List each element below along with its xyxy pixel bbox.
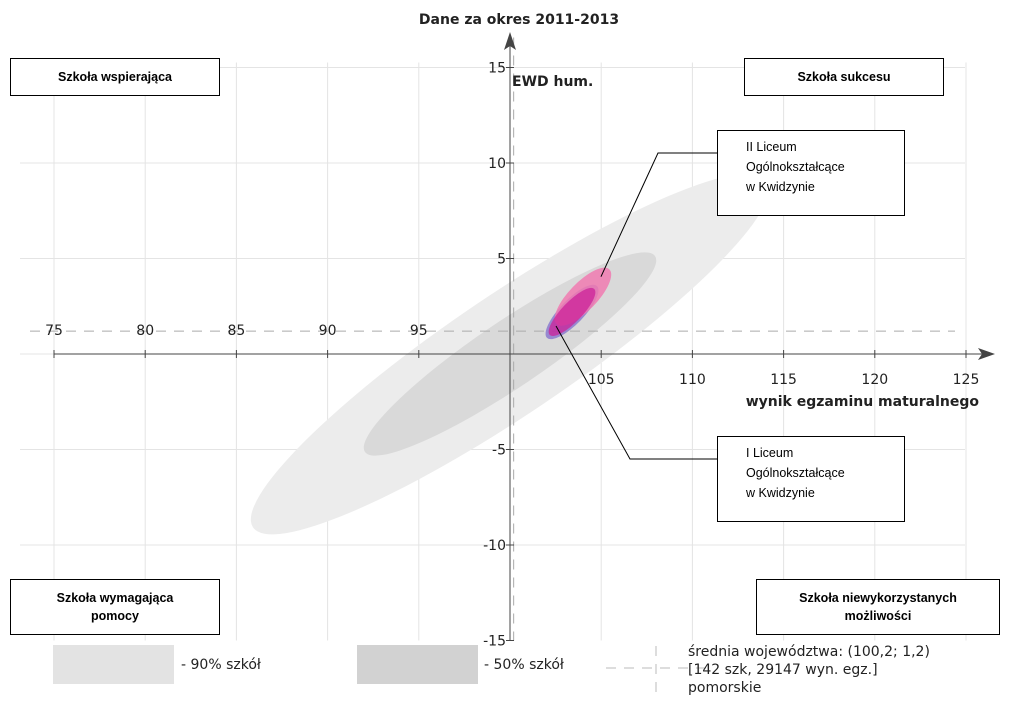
y-tick-label: -5 [492, 443, 506, 459]
y-tick-label: 10 [488, 156, 506, 172]
legend-label-average: średnia województwa: (100,2; 1,2) [142 s… [688, 644, 930, 696]
legend-swatch-90 [53, 645, 174, 684]
leader-line-ii-lo [600, 152, 717, 277]
y-tick-label: 5 [497, 252, 506, 268]
x-tick-label: 80 [136, 323, 154, 339]
y-axis-title: EWD hum. [512, 74, 593, 90]
legend-average-icon [606, 646, 706, 698]
callout-school-i-lo: I Liceum Ogólnokształcące w Kwidzynie [717, 436, 905, 522]
x-tick-label: 120 [861, 372, 888, 388]
quadrant-label-bottom-left: Szkoła wymagająca pomocy [10, 579, 220, 635]
x-tick-label: 110 [679, 372, 706, 388]
leader-line-i-lo [555, 325, 717, 460]
x-tick-label: 90 [319, 323, 337, 339]
axes [53, 32, 995, 641]
school-marker-i-lo [548, 287, 596, 337]
x-tick-label: 95 [410, 323, 428, 339]
x-tick-label: 75 [45, 323, 63, 339]
x-axis-title: wynik egzaminu maturalnego [746, 394, 980, 410]
y-tick-label: -10 [483, 538, 506, 554]
y-tick-label: 15 [488, 61, 506, 77]
x-tick-label: 125 [953, 372, 980, 388]
x-axis-arrow [978, 348, 995, 360]
y-axis-arrow [504, 32, 516, 50]
callout-leaders [555, 152, 717, 460]
legend-label-90: - 90% szkół [181, 657, 261, 673]
quadrant-label-bottom-right: Szkoła niewykorzystanych możliwości [756, 579, 1000, 635]
school-markers [545, 267, 612, 340]
x-tick-label: 85 [227, 323, 245, 339]
legend-swatch-50 [357, 645, 478, 684]
x-tick-label: 105 [588, 372, 615, 388]
y-tick-label: -15 [483, 634, 506, 650]
quadrant-label-top-right: Szkoła sukcesu [744, 58, 944, 96]
x-tick-label: 115 [770, 372, 797, 388]
legend-label-50: - 50% szkół [484, 657, 564, 673]
chart-title: Dane za okres 2011-2013 [419, 12, 619, 28]
callout-school-ii-lo: II Liceum Ogólnokształcące w Kwidzynie [717, 130, 905, 216]
quadrant-label-top-left: Szkoła wspierająca [10, 58, 220, 96]
